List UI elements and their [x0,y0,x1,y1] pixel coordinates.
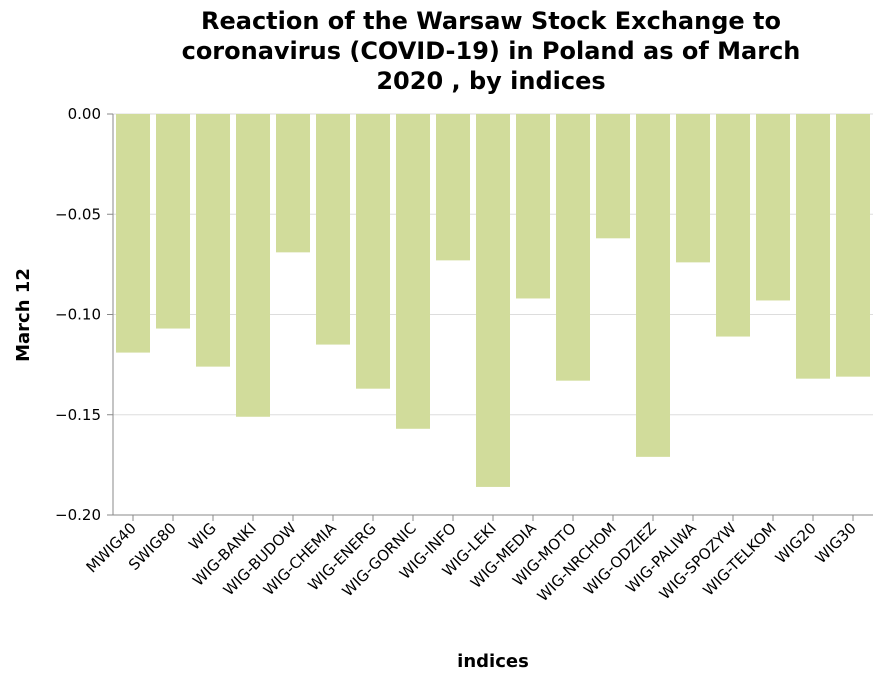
x-axis-title: indices [457,651,529,672]
bar-wig-leki [476,114,510,487]
y-tick-labels: 0.00 −0.05 −0.10 −0.15 −0.20 [55,105,101,524]
chart-title-line-2: coronavirus (COVID-19) in Poland as of M… [182,37,801,65]
bar-wig30 [836,114,870,377]
bar-wig-spozyw [716,114,750,337]
bar-wig-gornic [396,114,430,429]
bar-wig [196,114,230,367]
bar-wig-energ [356,114,390,389]
bar-wig-info [436,114,470,261]
axes [107,113,873,521]
bar-wig20 [796,114,830,379]
chart-title-line-3: 2020 , by indices [376,67,605,95]
bar-wig-banki [236,114,270,417]
x-tick-label: WIG [185,519,220,554]
bar-wig-odziez [636,114,670,457]
y-tick-label: −0.20 [55,506,101,524]
bar-wig-budow [276,114,310,253]
bar-mwig40 [116,114,150,353]
x-tick-label: WIG30 [812,519,860,567]
bar-wig-telkom [756,114,790,301]
bars [116,114,870,487]
bar-wig-chemia [316,114,350,345]
bar-wig-media [516,114,550,299]
y-tick-label: −0.05 [55,205,101,223]
bar-wig-moto [556,114,590,381]
chart-title-line-1: Reaction of the Warsaw Stock Exchange to [201,7,781,35]
bar-swig80 [156,114,190,329]
y-tick-label: 0.00 [68,105,101,123]
y-tick-label: −0.10 [55,306,101,324]
y-tick-label: −0.15 [55,406,101,424]
bar-wig-nrchom [596,114,630,239]
y-axis-title: March 12 [13,268,34,362]
x-tick-label: WIG20 [772,519,820,567]
bar-wig-paliwa [676,114,710,263]
